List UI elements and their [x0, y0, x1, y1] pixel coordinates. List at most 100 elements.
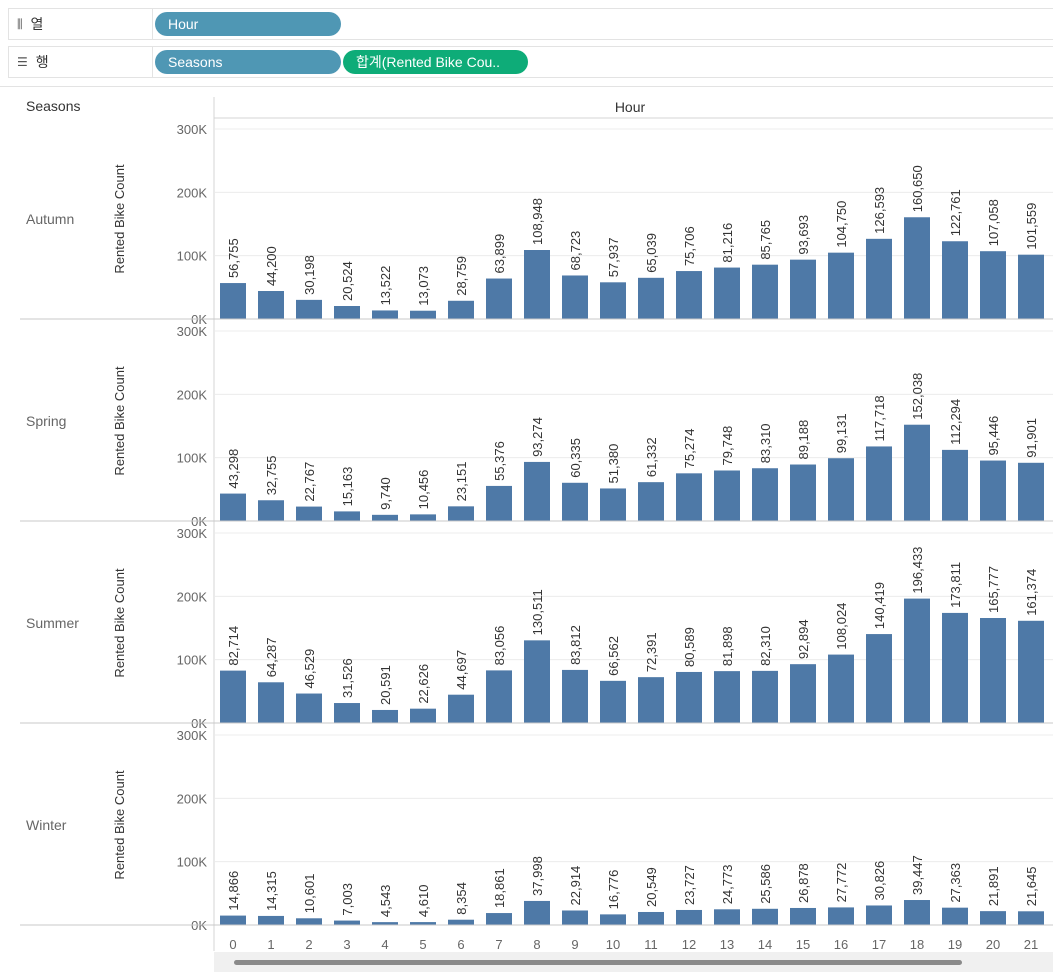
- bar-summer-1: [258, 682, 284, 723]
- y-tick-label: 100K: [177, 653, 208, 668]
- data-label: 83,812: [568, 625, 583, 665]
- bar-spring-7: [486, 485, 512, 521]
- x-tick-label: 20: [986, 937, 1000, 952]
- data-label: 81,898: [720, 626, 735, 666]
- bar-winter-11: [638, 911, 664, 925]
- bar-autumn-6: [448, 300, 474, 319]
- season-label-summer: Summer: [26, 615, 79, 631]
- data-label: 44,697: [454, 650, 469, 690]
- bar-spring-13: [714, 470, 740, 521]
- data-label: 152,038: [910, 373, 925, 420]
- data-label: 91,901: [1024, 418, 1039, 458]
- data-label: 107,058: [986, 199, 1001, 246]
- bar-spring-11: [638, 482, 664, 521]
- season-label-autumn: Autumn: [26, 211, 74, 227]
- bar-winter-0: [220, 915, 246, 925]
- bar-autumn-1: [258, 291, 284, 319]
- columns-shelf[interactable]: ⫼ 열 Hour: [8, 8, 1053, 40]
- bar-autumn-3: [334, 306, 360, 319]
- x-tick-label: 15: [796, 937, 810, 952]
- bar-autumn-2: [296, 299, 322, 319]
- y-tick-label: 300K: [177, 728, 208, 743]
- hour-pill[interactable]: Hour: [155, 12, 341, 36]
- data-label: 37,998: [530, 856, 545, 896]
- data-label: 22,626: [416, 664, 431, 704]
- data-label: 27,772: [834, 863, 849, 903]
- horizontal-scrollbar[interactable]: [214, 952, 1053, 972]
- data-label: 22,767: [302, 462, 317, 502]
- x-tick-label: 6: [457, 937, 464, 952]
- y-axis-title: Rented Bike Count: [112, 164, 127, 274]
- data-label: 82,714: [226, 626, 241, 666]
- sum-pill-label: 합계(Rented Bike Cou..: [356, 54, 501, 70]
- data-label: 30,826: [872, 861, 887, 901]
- season-label-winter: Winter: [26, 817, 67, 833]
- y-axis-title: Rented Bike Count: [112, 366, 127, 476]
- data-label: 160,650: [910, 165, 925, 212]
- data-label: 20,549: [644, 867, 659, 907]
- rows-shelf[interactable]: ☰ 행 Seasons 합계(Rented Bike Cou..: [8, 46, 1053, 78]
- data-label: 117,718: [872, 395, 887, 441]
- x-tick-label: 13: [720, 937, 734, 952]
- rows-icon: ☰: [17, 55, 28, 69]
- bar-autumn-15: [790, 259, 816, 319]
- data-label: 65,039: [644, 233, 659, 273]
- bar-autumn-21: [1018, 254, 1044, 319]
- bar-autumn-16: [828, 252, 854, 319]
- bar-summer-0: [220, 670, 246, 723]
- data-label: 25,586: [758, 864, 773, 904]
- data-label: 26,878: [796, 863, 811, 903]
- data-label: 51,380: [606, 444, 621, 484]
- bar-autumn-12: [676, 271, 702, 319]
- scrollbar-thumb[interactable]: [234, 960, 962, 965]
- sum-rented-bike-count-pill[interactable]: 합계(Rented Bike Cou..: [343, 50, 528, 74]
- bar-spring-15: [790, 464, 816, 521]
- column-header-hour: Hour: [615, 99, 646, 115]
- x-tick-label: 8: [533, 937, 540, 952]
- data-label: 101,559: [1024, 203, 1039, 250]
- bar-summer-10: [600, 680, 626, 723]
- columns-shelf-title: 열: [30, 16, 44, 32]
- data-label: 56,755: [226, 238, 241, 278]
- data-label: 72,391: [644, 632, 659, 672]
- bar-winter-13: [714, 909, 740, 925]
- bar-autumn-9: [562, 275, 588, 319]
- x-tick-label: 2: [305, 937, 312, 952]
- seasons-pill[interactable]: Seasons: [155, 50, 341, 74]
- bar-autumn-20: [980, 251, 1006, 319]
- rows-shelf-title: 행: [35, 54, 49, 70]
- bar-summer-16: [828, 654, 854, 723]
- data-label: 21,891: [986, 866, 1001, 906]
- data-label: 22,914: [568, 866, 583, 906]
- data-label: 80,589: [682, 627, 697, 667]
- data-label: 8,354: [454, 882, 469, 915]
- data-label: 21,645: [1024, 867, 1039, 907]
- data-label: 95,446: [986, 416, 1001, 456]
- columns-icon: ⫼: [17, 16, 23, 31]
- x-tick-label: 9: [571, 937, 578, 952]
- data-label: 126,593: [872, 187, 887, 234]
- data-label: 39,447: [910, 855, 925, 895]
- data-label: 7,003: [340, 883, 355, 916]
- y-tick-label: 100K: [177, 855, 208, 870]
- bar-autumn-17: [866, 238, 892, 319]
- bar-summer-21: [1018, 620, 1044, 723]
- data-label: 173,811: [948, 562, 963, 608]
- y-tick-label: 200K: [177, 387, 208, 402]
- bar-spring-12: [676, 473, 702, 521]
- bar-autumn-0: [220, 283, 246, 319]
- data-label: 44,200: [264, 246, 279, 286]
- bar-winter-20: [980, 911, 1006, 925]
- x-tick-label: 7: [495, 937, 502, 952]
- bar-summer-9: [562, 669, 588, 723]
- bar-spring-20: [980, 460, 1006, 521]
- y-tick-label: 300K: [177, 526, 208, 541]
- bar-spring-9: [562, 482, 588, 521]
- bar-spring-10: [600, 488, 626, 521]
- data-label: 10,456: [416, 470, 431, 510]
- y-tick-label: 200K: [177, 791, 208, 806]
- data-label: 31,526: [340, 658, 355, 698]
- y-tick-label: 100K: [177, 451, 208, 466]
- bar-spring-6: [448, 506, 474, 521]
